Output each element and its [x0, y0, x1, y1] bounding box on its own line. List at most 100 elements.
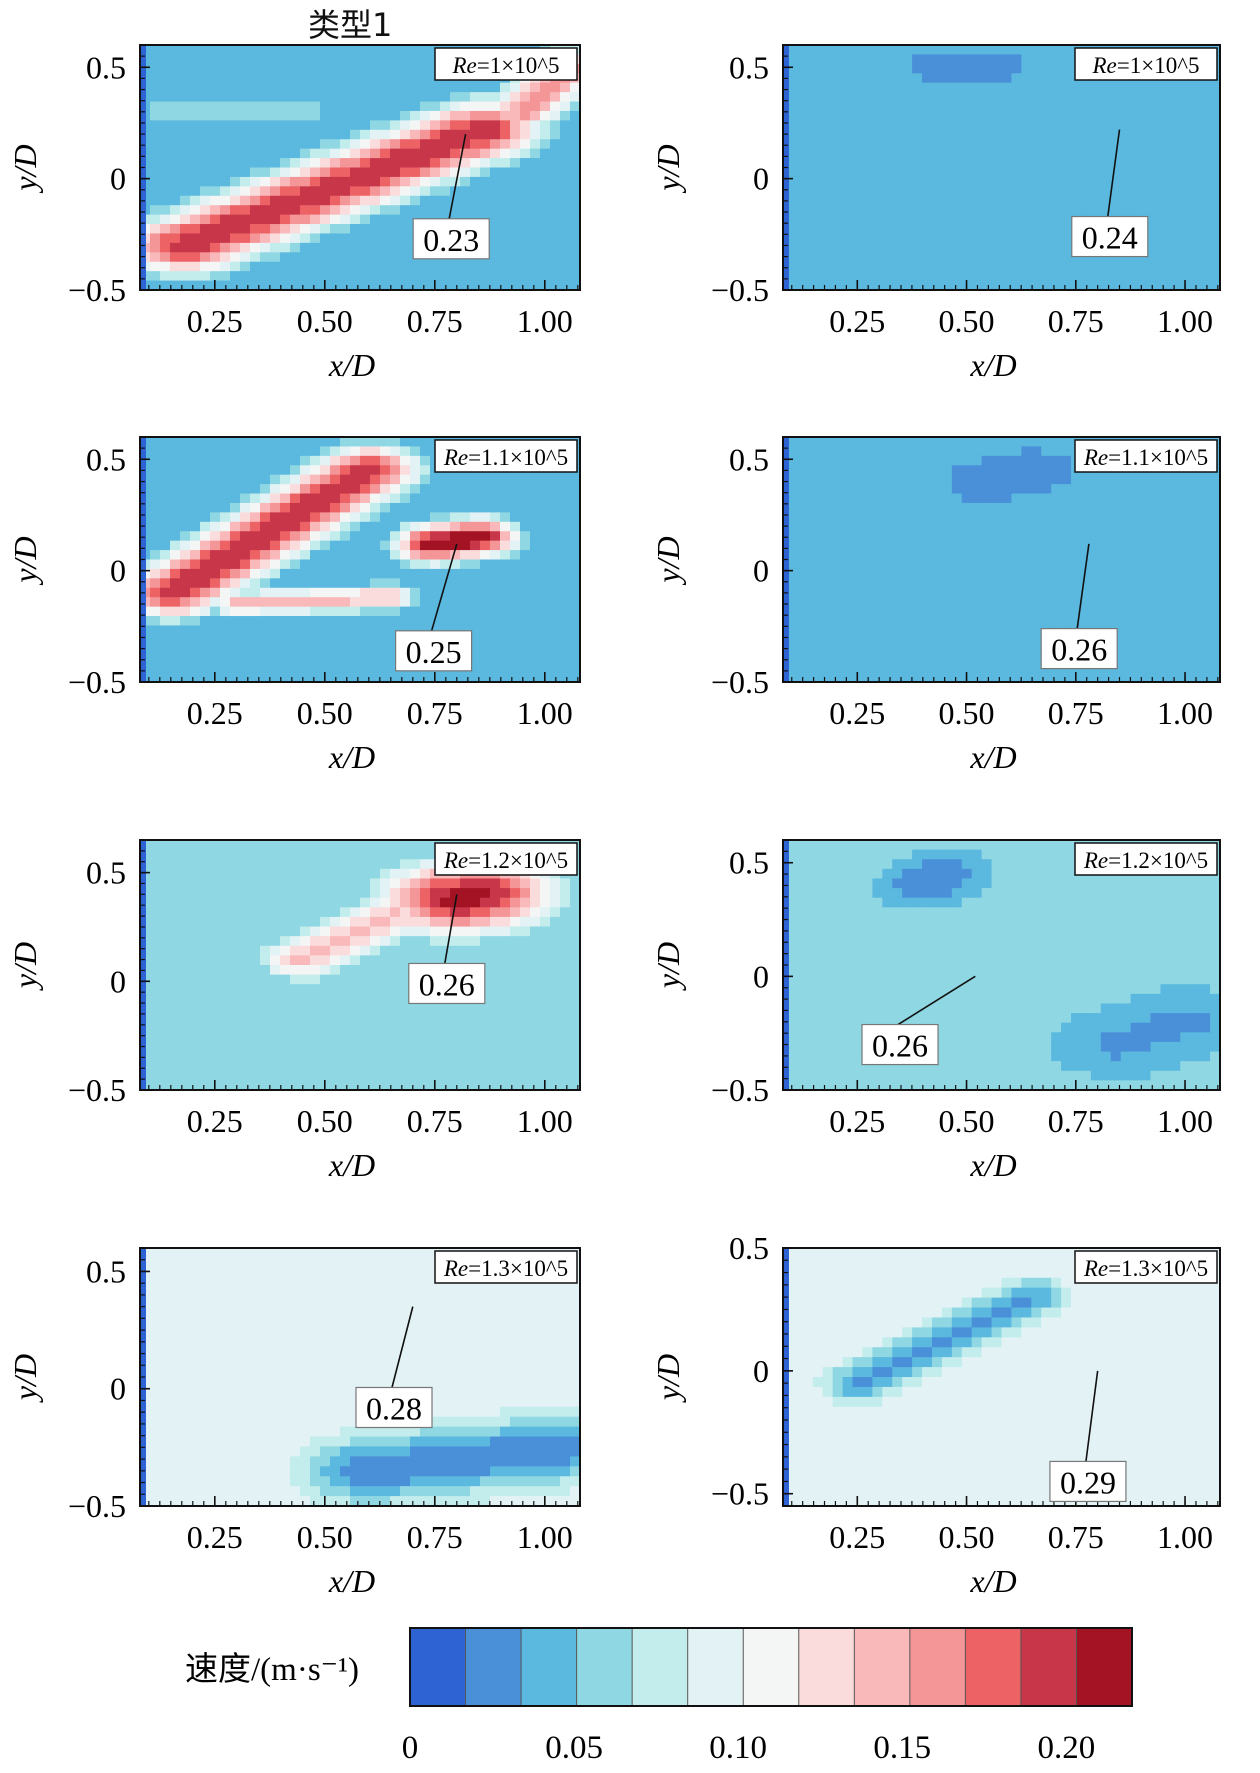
field-cell: [1051, 475, 1062, 485]
field-cell: [390, 578, 401, 588]
field-cell: [912, 625, 923, 635]
field-cell: [300, 531, 311, 541]
field-cell: [813, 475, 824, 485]
field-cell: [490, 102, 501, 112]
field-cell: [862, 550, 873, 560]
field-cell: [480, 102, 491, 112]
field-cell: [230, 205, 241, 215]
field-cell: [310, 252, 321, 262]
field-cell: [380, 503, 391, 513]
field-cell: [1091, 111, 1102, 121]
field-cell: [380, 494, 391, 504]
field-cell: [510, 512, 521, 522]
field-cell: [843, 522, 854, 532]
field-cell: [1170, 262, 1181, 272]
field-cell: [962, 494, 973, 504]
field-cell: [1131, 205, 1142, 215]
field-cell: [922, 64, 933, 74]
field-cell: [1160, 531, 1171, 541]
field-cell: [340, 597, 351, 607]
field-cell: [793, 635, 804, 645]
field-cell: [843, 158, 854, 168]
field-cell: [902, 635, 913, 645]
field-cell: [1021, 475, 1032, 485]
field-cell: [160, 102, 171, 112]
field-cell: [430, 262, 441, 272]
field-cell: [150, 625, 161, 635]
field-cell: [1002, 215, 1013, 225]
field-cell: [1111, 111, 1122, 121]
field-cell: [892, 654, 903, 664]
field-cell: [150, 1071, 161, 1081]
field-cell: [150, 888, 161, 898]
field-cell: [912, 644, 923, 654]
field-cell: [962, 654, 973, 664]
field-cell: [1002, 654, 1013, 664]
field-cell: [872, 569, 883, 579]
field-cell: [220, 252, 231, 262]
field-cell: [390, 465, 401, 475]
field-cell: [803, 644, 814, 654]
field-cell: [450, 475, 461, 485]
field-cell: [793, 569, 804, 579]
field-cell: [862, 233, 873, 243]
field-cell: [490, 83, 501, 93]
field-cell: [530, 550, 541, 560]
field-cell: [370, 437, 381, 447]
field-cell: [330, 158, 341, 168]
field-cell: [320, 541, 331, 551]
field-cell: [340, 215, 351, 225]
field-cell: [942, 578, 953, 588]
field-cell: [170, 186, 181, 196]
field-cell: [360, 635, 371, 645]
field-cell: [1002, 663, 1013, 673]
field-cell: [560, 578, 571, 588]
field-cell: [350, 168, 361, 178]
field-cell: [150, 149, 161, 159]
field-cell: [270, 446, 281, 456]
field-cell: [813, 196, 824, 206]
field-cell: [350, 149, 361, 159]
field-cell: [150, 869, 161, 879]
field-cell: [340, 120, 351, 130]
field-cell: [510, 578, 521, 588]
field-cell: [952, 177, 963, 187]
field-cell: [862, 54, 873, 64]
field-cell: [280, 616, 291, 626]
field-cell: [250, 456, 261, 466]
field-cell: [280, 120, 291, 130]
field-cell: [170, 45, 181, 55]
field-cell: [480, 503, 491, 513]
field-cell: [902, 475, 913, 485]
field-cell: [1091, 168, 1102, 178]
field-cell: [813, 158, 824, 168]
field-cell: [350, 494, 361, 504]
field-cell: [1170, 177, 1181, 187]
field-cell: [1021, 465, 1032, 475]
field-cell: [803, 597, 814, 607]
field-cell: [1160, 83, 1171, 93]
field-cell: [320, 177, 331, 187]
field-cell: [1051, 522, 1062, 532]
field-cell: [922, 465, 933, 475]
field-cell: [982, 54, 993, 64]
field-cell: [823, 252, 834, 262]
field-cell: [250, 73, 261, 83]
field-cell: [882, 224, 893, 234]
field-cell: [310, 111, 321, 121]
field-cell: [380, 177, 391, 187]
field-cell: [833, 616, 844, 626]
field-cell: [300, 158, 311, 168]
field-cell: [793, 560, 804, 570]
field-cell: [1150, 130, 1161, 140]
field-cell: [952, 494, 963, 504]
field-cell: [540, 92, 551, 102]
field-cell: [1111, 205, 1122, 215]
field-cell: [1121, 102, 1132, 112]
field-cell: [470, 92, 481, 102]
field-cell: [330, 569, 341, 579]
field-cell: [1002, 196, 1013, 206]
field-cell: [290, 177, 301, 187]
field-cell: [1200, 177, 1211, 187]
field-cell: [420, 560, 431, 570]
